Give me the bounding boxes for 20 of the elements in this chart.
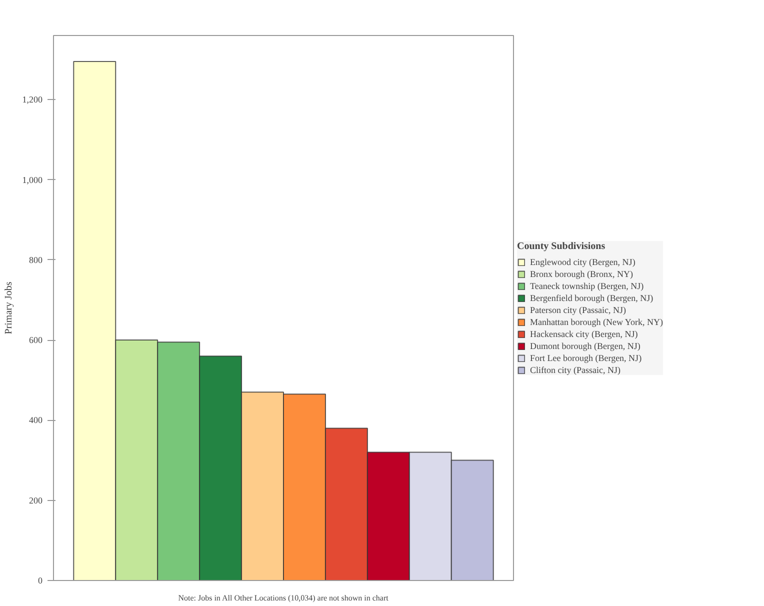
legend-title: County Subdivisions [517, 240, 606, 252]
y-axis-title: Primary Jobs [3, 282, 14, 334]
legend-label: Paterson city (Passaic, NJ) [530, 304, 626, 314]
legend-label: Hackensack city (Bergen, NJ) [530, 328, 638, 338]
legend-label: Fort Lee borough (Bergen, NJ) [530, 352, 642, 362]
y-tick-label: 600 [29, 335, 43, 346]
text: Note: Jobs in All Other Locations (10,034) are not shown in chart [178, 594, 390, 602]
legend-label: Manhattan borough (New York, NY) [530, 316, 663, 326]
legend-label: Bergenfield borough (Bergen, NJ) [530, 292, 654, 302]
legend-label: Bronx borough (Bronx, NY) [530, 268, 633, 278]
y-tick-label: 0 [38, 576, 43, 586]
legend-label: Teaneck township (Bergen, NJ) [530, 280, 644, 290]
legend-label: Englewood city (Bergen, NJ) [530, 256, 636, 266]
legend-label: Dumont borough (Bergen, NJ) [530, 340, 640, 350]
legend-label: Clifton city (Passaic, NJ) [530, 364, 620, 374]
y-tick-label: 800 [29, 254, 43, 265]
y-tick-label: 1,000 [22, 174, 43, 185]
y-tick-label: 400 [29, 415, 43, 426]
y-tick-label: 1,200 [22, 94, 43, 105]
y-tick-label: 200 [29, 495, 43, 506]
